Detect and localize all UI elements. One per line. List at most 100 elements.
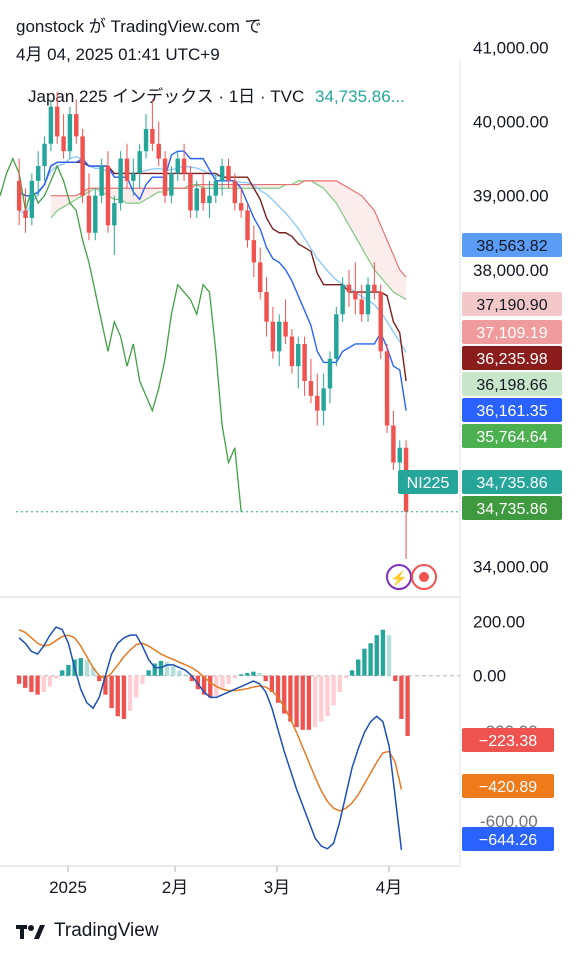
macd-histogram-bar [238,674,244,676]
macd-price-tag-bg [462,827,554,851]
macd-price-tag-label: −420.89 [479,779,537,796]
candle-body [327,358,333,389]
price-tick-label: 40,000.00 [473,113,549,132]
macd-histogram-bar [337,675,342,692]
macd-histogram-bar [103,675,108,695]
candle-body [302,343,307,382]
lightning-glyph: ⚡ [390,570,407,587]
macd-histogram-bar [47,675,53,687]
macd-histogram-bar [294,675,299,728]
macd-histogram-bar [189,675,194,682]
price-tag-bg [462,424,562,448]
candle-body [321,388,326,411]
macd-histogram-bar [177,670,182,676]
candle-body [105,166,111,226]
candle-body [308,381,314,396]
macd-histogram-bar [226,675,231,684]
price-tag-bg [462,496,562,520]
candle-body [175,158,180,174]
candle-body [23,210,28,218]
macd-histogram-bar [263,675,268,682]
candle-body [112,203,117,226]
candle-body [213,180,219,196]
record-dot [419,572,429,582]
macd-histogram-bar [386,635,392,676]
time-axis-label: 2月 [162,878,188,897]
macd-histogram-bar [208,675,213,698]
macd-histogram-bar [362,648,367,676]
candle-body [251,240,257,263]
time-axis-label: 4月 [376,878,402,897]
candle-body [397,447,402,463]
chart-legend: Japan 225 インデックス · 1日 · TVC 34,735.86... [28,82,405,107]
macd-histogram-bar [306,675,312,730]
candle-body [93,195,98,233]
candle-body [283,321,288,337]
macd-histogram-bar [300,675,305,730]
macd-histogram-bar [319,675,324,722]
candle-body [365,284,371,315]
symbol-tag-label: NI225 [407,475,450,492]
price-tag-bg [462,372,562,396]
candle-body [200,188,206,204]
macd-histogram-bar [288,675,293,722]
macd-histogram-bar [16,675,22,684]
candle-body [16,180,22,211]
macd-histogram-bar [84,659,90,676]
price-tag-label: 37,190.90 [476,297,547,314]
candle-body [194,188,199,211]
candle-body [162,158,168,196]
macd-histogram-bar [127,675,133,711]
candle-body [99,166,104,196]
macd-histogram-bar [78,658,83,676]
macd-histogram-bar [393,675,398,682]
time-axis-label: 3月 [264,878,290,897]
macd-tick-label-partial: -600.00 [480,812,538,831]
macd-histogram-bar [53,675,59,679]
macd-signal-line [18,629,403,812]
macd-histogram-bar [97,675,102,682]
macd-price-tag-bg [462,728,554,752]
price-tag-bg [462,233,562,257]
price-tag-label: 36,198.66 [476,377,547,394]
candle-body [270,321,276,352]
ichimoku-cloud [50,180,407,300]
macd-histogram-bar [90,667,96,676]
candle-body [137,151,142,174]
candle-body [353,292,358,300]
legend-value: 34,735.86... [315,87,405,106]
price-tick-label: 38,000.00 [473,261,549,280]
candle-body [372,284,377,293]
candle-body [42,143,47,167]
candle-body [61,136,66,152]
macd-tick-label: 200.00 [473,613,525,632]
macd-histogram-bar [195,675,201,690]
macd-histogram-bar [201,675,207,695]
macd-histogram-bar [232,675,238,679]
candle-body [143,128,149,152]
price-tag-bg [462,346,562,370]
macd-histogram-bar [66,664,71,676]
candle-body [181,158,187,174]
macd-histogram-bar [312,675,318,728]
candle-body [131,173,136,181]
macd-price-tag-bg [462,774,554,798]
macd-histogram-bar [282,675,287,714]
macd-histogram-bar [121,675,127,719]
macd-histogram-bar [343,675,349,679]
macd-histogram-bar [405,675,410,737]
price-tag-bg [462,398,562,422]
candle-body [48,106,54,144]
candle-body [118,158,123,204]
tradingview-logo-icon [16,925,45,939]
tradingview-footer[interactable]: TradingView [16,920,159,942]
tradingview-brand: TradingView [54,920,159,941]
candle-body [289,336,295,367]
symbol-tag-bg [398,470,458,494]
candle-body [150,128,155,144]
macd-histogram-bar [171,666,176,676]
candle-body [67,114,73,152]
macd-histogram-bar [41,675,46,692]
price-tag-label: 35,764.64 [476,429,547,446]
